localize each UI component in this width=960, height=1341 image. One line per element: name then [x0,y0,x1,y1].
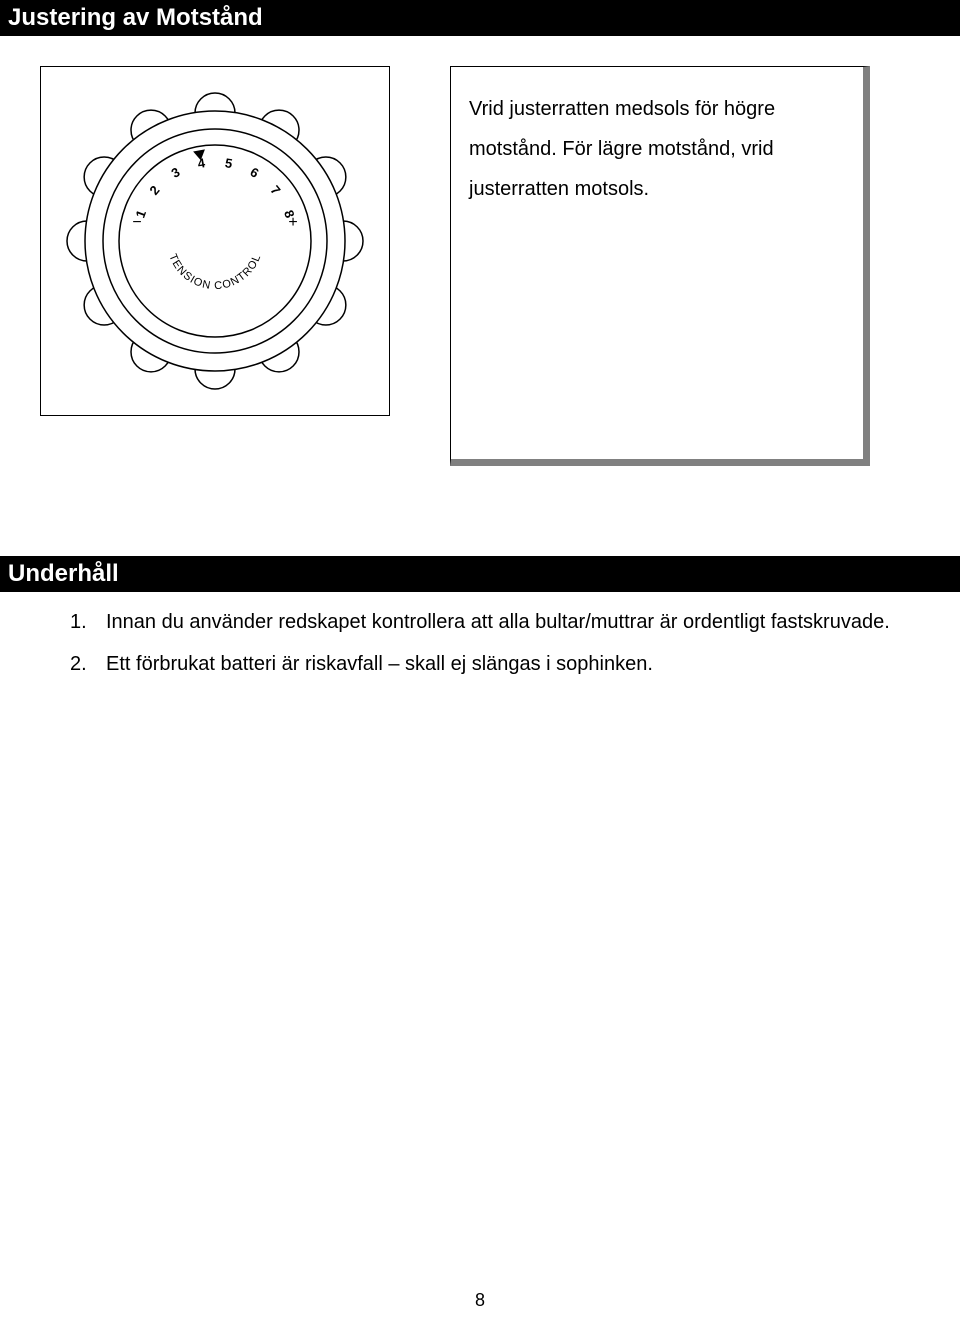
list-item: 1. Innan du använder redskapet kontrolle… [70,606,920,638]
list-number: 2. [70,648,94,680]
list-text: Innan du använder redskapet kontrollera … [106,606,890,638]
section2: Underhåll 1. Innan du använder redskapet… [0,556,960,680]
section1-body: 12345678−+TENSION CONTROL Vrid justerrat… [0,36,960,466]
list-item: 2. Ett förbrukat batteri är riskavfall –… [70,648,920,680]
svg-text:+: + [288,214,297,231]
tension-dial-icon: 12345678−+TENSION CONTROL [65,91,365,391]
list-number: 1. [70,606,94,638]
list-text: Ett förbrukat batteri är riskavfall – sk… [106,648,653,680]
instruction-paragraph: Vrid justerratten medsols för högre mots… [469,98,775,200]
svg-text:−: − [132,214,141,231]
maintenance-list: 1. Innan du använder redskapet kontrolle… [0,592,960,680]
instruction-text-box: Vrid justerratten medsols för högre mots… [450,66,870,466]
section-header-adjustment: Justering av Motstånd [0,0,960,36]
page-number: 8 [0,1290,960,1311]
section-header-maintenance: Underhåll [0,556,960,592]
dial-illustration-box: 12345678−+TENSION CONTROL [40,66,390,416]
